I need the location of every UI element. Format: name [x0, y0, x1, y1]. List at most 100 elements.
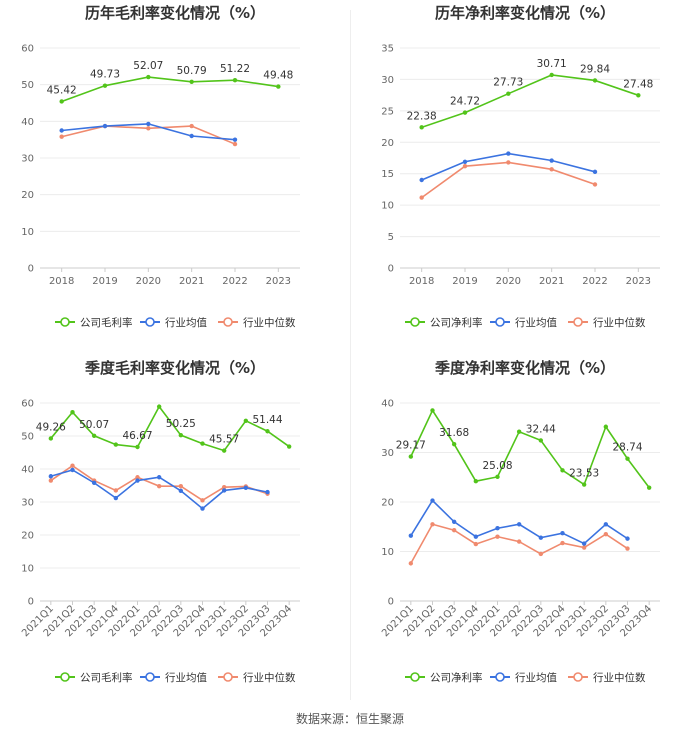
data-point-median — [549, 167, 554, 172]
y-tick-label: 20 — [381, 498, 394, 509]
legend-marker-median — [223, 317, 233, 327]
data-point-company — [538, 438, 544, 443]
legend-label-avg: 行业均值 — [515, 316, 557, 329]
y-tick-label: 30 — [21, 154, 34, 165]
data-point-company — [516, 429, 522, 434]
data-point-avg — [189, 133, 194, 139]
y-tick-label: 50 — [21, 432, 34, 443]
legend-label-company: 公司毛利率 — [80, 316, 133, 329]
legend-label-avg: 行业均值 — [515, 671, 557, 684]
data-point-avg — [135, 478, 140, 483]
panel-annual-net-margin: 历年净利率变化情况（%） 0 5 10 15 20 25 30 35 2018 2019 2020 20… — [350, 0, 700, 355]
legend-label-company: 公司净利率 — [430, 316, 483, 329]
data-point-median — [581, 545, 587, 550]
data-point-company — [646, 485, 652, 490]
legend-marker-avg — [495, 672, 505, 682]
data-label: 27.73 — [493, 77, 523, 89]
data-label: 50.07 — [79, 419, 109, 431]
data-point-avg — [178, 488, 184, 493]
chart-title: 季度毛利率变化情况（%） — [85, 359, 265, 377]
x-tick-label: 2023 — [266, 276, 291, 287]
legend-label-median: 行业中位数 — [593, 671, 646, 684]
data-point-avg — [102, 123, 108, 129]
data-point-company — [91, 433, 97, 438]
data-point-company — [581, 482, 587, 487]
data-point-avg — [265, 489, 270, 495]
data-point-median — [70, 463, 75, 468]
series-line-median — [410, 523, 628, 564]
data-point-avg — [549, 158, 554, 163]
data-point-avg — [581, 541, 587, 546]
data-point-company — [156, 404, 162, 409]
series-line-company — [410, 408, 650, 489]
data-point-median — [592, 182, 598, 187]
y-tick-label: 15 — [381, 169, 394, 180]
series-line-company — [421, 74, 639, 129]
data-point-company — [592, 78, 598, 83]
data-point-median — [462, 163, 468, 169]
data-point-company — [200, 441, 205, 446]
data-label: 51.44 — [252, 414, 282, 426]
y-tick-label: 20 — [381, 138, 394, 149]
x-tick-label: 2019 — [92, 276, 117, 287]
legend-label-median: 行业中位数 — [593, 316, 646, 329]
data-source-label: 数据来源：恒生聚源 — [295, 712, 404, 726]
y-tick-label: 30 — [381, 75, 394, 86]
y-tick-label: 35 — [381, 44, 394, 55]
y-tick-label: 10 — [21, 227, 34, 238]
data-label: 29.84 — [580, 63, 610, 75]
data-point-median — [516, 539, 522, 544]
data-point-company — [636, 93, 641, 98]
data-point-company — [495, 474, 500, 480]
series-line-avg — [410, 499, 628, 545]
data-point-company — [276, 84, 281, 89]
legend-marker-avg — [495, 317, 505, 327]
data-label: 49.73 — [90, 69, 120, 81]
data-point-avg — [91, 480, 97, 486]
data-point-company — [59, 99, 64, 104]
data-label: 22.38 — [407, 110, 437, 122]
data-point-median — [603, 531, 609, 537]
y-tick-label: 60 — [21, 399, 34, 410]
data-point-company — [603, 424, 609, 429]
data-point-avg — [516, 522, 522, 527]
y-tick-label: 40 — [381, 399, 394, 410]
data-point-median — [506, 160, 511, 165]
data-point-median — [419, 195, 424, 200]
data-label: 24.72 — [450, 96, 480, 108]
data-label: 45.57 — [209, 434, 239, 446]
data-point-median — [560, 540, 565, 546]
data-point-avg — [560, 530, 565, 536]
data-point-avg — [70, 467, 75, 473]
y-tick-label: 40 — [21, 117, 34, 128]
data-point-company — [430, 408, 435, 413]
x-tick-label: 2020 — [496, 276, 521, 287]
legend-marker-company — [410, 672, 420, 682]
data-label: 51.22 — [220, 63, 250, 75]
panel-annual-gross-margin: 历年毛利率变化情况（%） 0 10 20 30 40 50 60 2018 2019 2020 202… — [0, 0, 350, 355]
data-point-company — [135, 444, 140, 450]
data-point-company — [70, 410, 75, 415]
legend-label-company: 公司毛利率 — [80, 671, 133, 684]
data-point-company — [189, 79, 194, 84]
data-point-avg — [146, 121, 151, 127]
x-tick-label: 2020 — [136, 276, 161, 287]
data-label: 50.25 — [166, 418, 196, 430]
legend-marker-avg — [145, 317, 155, 327]
y-tick-label: 20 — [21, 190, 34, 201]
data-point-avg — [473, 534, 479, 539]
data-point-avg — [113, 495, 119, 501]
chart-title: 历年净利率变化情况（%） — [435, 4, 615, 22]
data-label: 32.44 — [526, 423, 556, 435]
data-point-company — [48, 436, 54, 441]
legend-label-median: 行业中位数 — [243, 671, 296, 684]
data-point-company — [462, 110, 468, 115]
data-point-avg — [200, 506, 205, 511]
data-point-median — [156, 483, 162, 489]
x-tick-label: 2022 — [222, 276, 247, 287]
series-line-company — [61, 76, 279, 103]
legend-marker-company — [60, 672, 70, 682]
data-point-avg — [419, 177, 424, 183]
data-point-avg — [603, 522, 609, 527]
data-point-median — [451, 528, 457, 533]
